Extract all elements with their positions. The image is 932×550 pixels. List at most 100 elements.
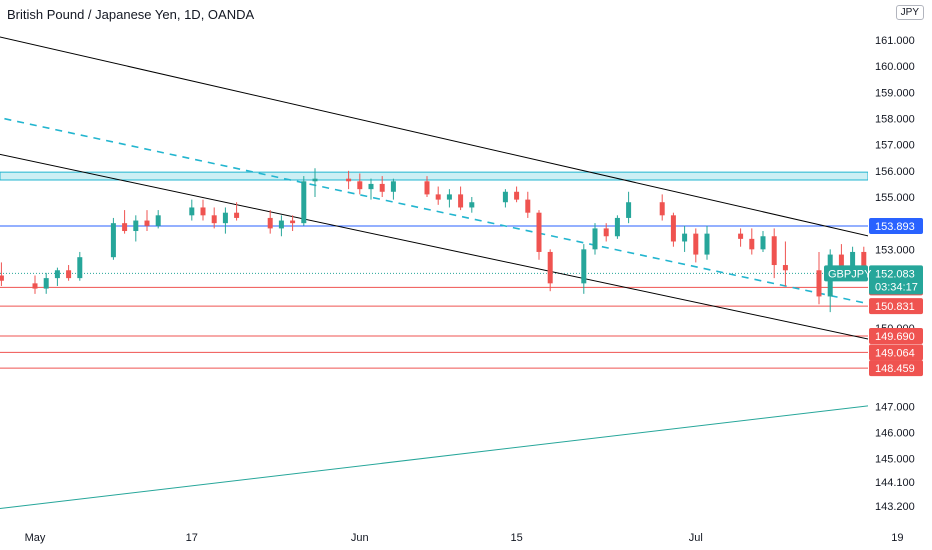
candle <box>312 168 318 197</box>
candle <box>738 228 744 247</box>
ticker-badge <box>824 265 868 282</box>
x-tick-label: 17 <box>186 532 198 544</box>
candle-body <box>390 181 396 192</box>
candle <box>0 262 4 286</box>
x-tick-label: May <box>25 532 46 544</box>
candle <box>592 223 598 255</box>
candle-body <box>435 194 441 200</box>
y-tick-label: 156.000 <box>875 166 915 178</box>
price-badge-label: 150.831 <box>875 301 915 313</box>
price-badge-label: 149.064 <box>875 347 915 359</box>
candle <box>200 199 206 221</box>
y-tick-label: 144.100 <box>875 477 915 489</box>
candle <box>929 286 932 312</box>
chart-title: British Pound / Japanese Yen, 1D, OANDA <box>7 7 255 22</box>
candle-body <box>693 233 699 255</box>
candle-body <box>290 220 296 224</box>
y-tick-label: 153.000 <box>875 244 915 256</box>
y-tick-label: 161.000 <box>875 35 915 47</box>
candle-body <box>514 191 520 200</box>
candle-body <box>66 270 72 279</box>
x-tick-label: 19 <box>891 532 903 544</box>
candle <box>704 225 710 260</box>
candle <box>66 265 72 281</box>
candle <box>435 186 441 205</box>
candle <box>659 194 665 221</box>
candle-body <box>603 228 609 237</box>
candle-body <box>850 251 856 268</box>
candle-body <box>122 223 128 232</box>
candle-body <box>626 202 632 218</box>
candle-body <box>301 181 307 224</box>
candle <box>54 267 60 286</box>
price-badge <box>869 344 923 361</box>
candle-body <box>211 215 217 224</box>
candle <box>278 215 284 237</box>
ascending-trendline <box>0 405 868 510</box>
candle-body <box>738 233 744 239</box>
candle <box>749 228 755 255</box>
candle-body <box>222 212 228 224</box>
price-badge-label: 148.459 <box>875 363 915 375</box>
candle <box>771 228 777 279</box>
plot-area <box>0 36 932 510</box>
candle <box>760 231 766 252</box>
y-tick-label: 147.000 <box>875 401 915 413</box>
currency-button[interactable]: JPY <box>895 5 924 20</box>
candle-body <box>0 275 4 281</box>
candle <box>222 207 228 234</box>
y-tick-label: 158.000 <box>875 114 915 126</box>
candle-body <box>312 178 318 182</box>
candle <box>43 272 49 294</box>
candle <box>379 176 385 197</box>
price-badge-label: 153.893 <box>875 221 915 233</box>
candle-body <box>144 220 150 226</box>
y-tick-label: 146.000 <box>875 428 915 440</box>
candle <box>682 225 688 252</box>
candle-body <box>133 220 139 232</box>
price-badge <box>869 298 923 315</box>
candle <box>446 189 452 208</box>
candle-body <box>592 228 598 250</box>
candle-body <box>547 251 553 284</box>
candle <box>290 215 296 232</box>
candle-body <box>234 212 240 218</box>
candle-body <box>704 233 710 255</box>
candle-body <box>525 199 531 213</box>
channel-middle-line <box>0 116 868 305</box>
candle-body <box>189 207 195 216</box>
x-tick-label: Jul <box>689 532 703 544</box>
candle <box>390 178 396 200</box>
resistance-zone <box>0 171 868 181</box>
candle <box>211 207 217 229</box>
candle-body <box>357 181 363 190</box>
candle <box>122 210 128 234</box>
candle <box>547 249 553 292</box>
candle-body <box>682 233 688 242</box>
candle-body <box>155 215 161 226</box>
candle <box>368 178 374 200</box>
candle <box>502 189 508 208</box>
candle <box>357 173 363 195</box>
x-tick-label: 15 <box>510 532 522 544</box>
candle-body <box>379 183 385 192</box>
candle-body <box>782 265 788 271</box>
candle-body <box>838 254 844 268</box>
candle-body <box>54 270 60 279</box>
candle <box>670 212 676 247</box>
candle-body <box>43 278 49 289</box>
candle <box>693 228 699 263</box>
y-tick-label: 159.000 <box>875 87 915 99</box>
candle-body <box>659 202 665 216</box>
candle-body <box>614 217 620 237</box>
countdown-label: 03:34:17 <box>875 281 918 293</box>
candle <box>346 170 352 190</box>
candle-body <box>502 191 508 203</box>
candle <box>110 217 116 260</box>
candle <box>581 244 587 294</box>
candle <box>424 176 430 197</box>
channel-upper-line <box>0 36 868 237</box>
candle-body <box>760 236 766 250</box>
candle <box>77 251 83 281</box>
